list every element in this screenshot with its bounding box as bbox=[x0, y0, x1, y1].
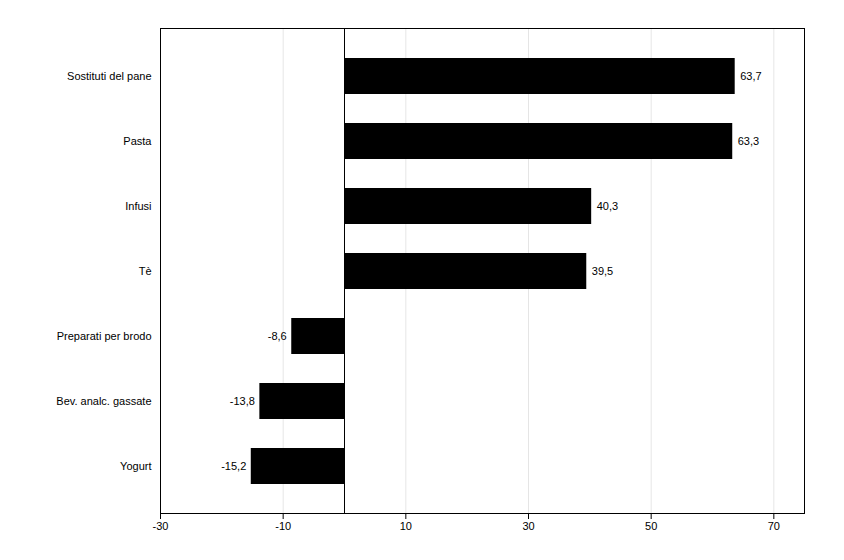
svg-text:63,3: 63,3 bbox=[738, 135, 759, 147]
svg-text:Tè: Tè bbox=[139, 265, 152, 277]
svg-text:30: 30 bbox=[522, 520, 534, 532]
svg-text:Preparati per brodo: Preparati per brodo bbox=[57, 330, 152, 342]
svg-text:-30: -30 bbox=[153, 520, 169, 532]
svg-text:-13,8: -13,8 bbox=[230, 395, 255, 407]
svg-text:-15,2: -15,2 bbox=[221, 460, 246, 472]
svg-text:39,5: 39,5 bbox=[592, 265, 613, 277]
svg-text:10: 10 bbox=[400, 520, 412, 532]
svg-text:Bev. analc. gassate: Bev. analc. gassate bbox=[56, 395, 151, 407]
svg-text:70: 70 bbox=[768, 520, 780, 532]
svg-text:40,3: 40,3 bbox=[597, 200, 618, 212]
svg-text:63,7: 63,7 bbox=[740, 70, 761, 82]
svg-text:50: 50 bbox=[645, 520, 657, 532]
svg-text:Infusi: Infusi bbox=[125, 200, 151, 212]
svg-text:Pasta: Pasta bbox=[123, 135, 152, 147]
svg-text:-10: -10 bbox=[275, 520, 291, 532]
svg-text:Yogurt: Yogurt bbox=[120, 460, 151, 472]
svg-text:-8,6: -8,6 bbox=[268, 330, 287, 342]
svg-text:Sostituti del pane: Sostituti del pane bbox=[67, 70, 151, 82]
